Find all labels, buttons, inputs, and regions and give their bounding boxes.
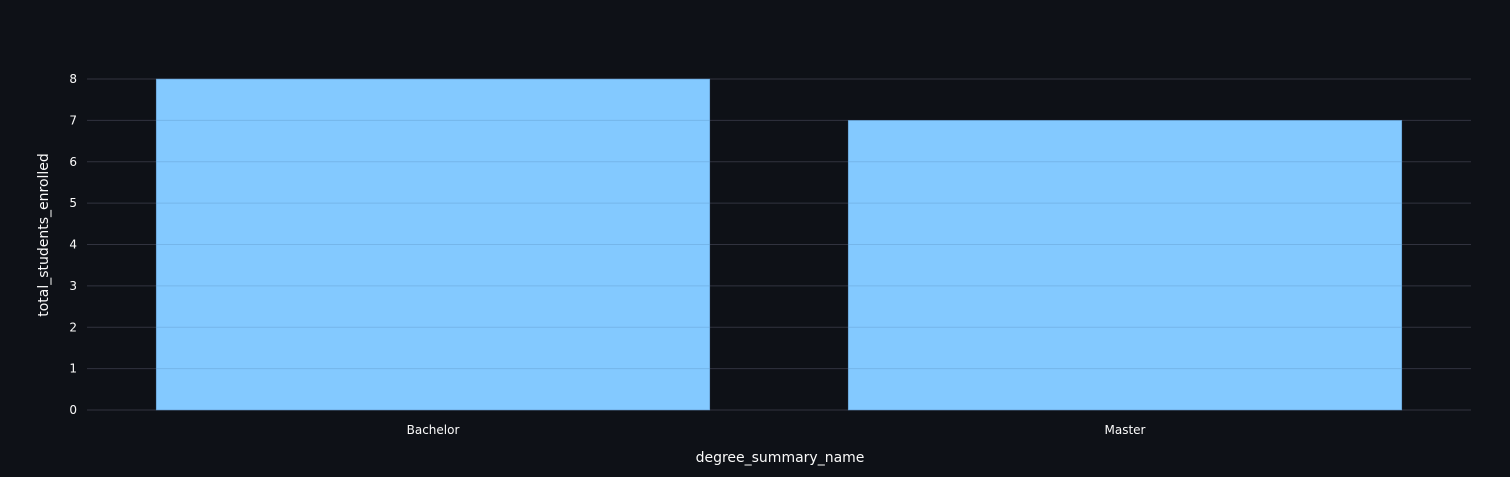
y-tick-label: 6 — [69, 155, 77, 169]
x-tick-label: Master — [1105, 423, 1146, 437]
x-axis-label: degree_summary_name — [696, 450, 865, 466]
bar-master[interactable] — [847, 120, 1403, 411]
y-tick-label: 3 — [69, 279, 77, 293]
y-tick-label: 0 — [69, 403, 77, 417]
y-tick-label: 5 — [69, 196, 77, 210]
y-tick-label: 1 — [69, 362, 77, 376]
y-axis-label: total_students_enrolled — [36, 153, 52, 317]
y-tick-label: 4 — [69, 238, 77, 252]
bars — [155, 78, 1403, 411]
x-tick-labels: Bachelor Master — [407, 423, 1146, 437]
x-tick-label: Bachelor — [407, 423, 460, 437]
y-tick-label: 7 — [69, 113, 77, 127]
y-tick-label: 8 — [69, 72, 77, 86]
y-tick-labels: 0 1 2 3 4 5 6 7 8 — [69, 72, 77, 417]
y-tick-label: 2 — [69, 320, 77, 334]
